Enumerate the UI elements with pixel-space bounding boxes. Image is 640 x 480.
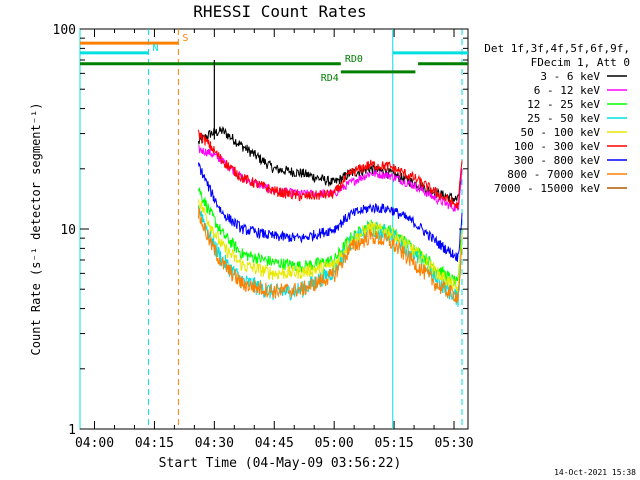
- x-tick-label: 04:45: [255, 436, 294, 451]
- series-line: [197, 205, 463, 308]
- flag-bar-label: N: [152, 43, 158, 54]
- footer-timestamp: 14-Oct-2021 15:38: [554, 468, 636, 477]
- legend-header: FDecim 1, Att 0: [531, 56, 630, 69]
- legend-label: 50 - 100 keV: [521, 126, 601, 139]
- y-tick-label: 100: [53, 23, 76, 38]
- x-tick-label: 04:00: [75, 436, 114, 451]
- annotation-layer: S N RD0 RD4: [79, 29, 468, 429]
- series-line: [197, 199, 463, 295]
- legend-label: 7000 - 15000 keV: [494, 182, 600, 195]
- series-layer: [197, 59, 463, 308]
- legend-label: 100 - 300 keV: [514, 140, 600, 153]
- legend-label: 6 - 12 keV: [534, 84, 601, 97]
- x-tick-label: 04:30: [195, 436, 234, 451]
- x-axis-label: Start Time (04-May-09 03:56:22): [159, 456, 402, 471]
- flag-bar-label: RD4: [321, 73, 339, 84]
- y-axis-label: Count Rate (s⁻¹ detector segment⁻¹): [29, 103, 43, 356]
- x-tick-label: 05:15: [375, 436, 414, 451]
- legend-label: 12 - 25 keV: [527, 98, 600, 111]
- legend: Det 1f,3f,4f,5f,6f,9f,FDecim 1, Att 03 -…: [484, 42, 630, 195]
- y-tick-label: 10: [60, 223, 76, 238]
- series-line: [197, 207, 463, 304]
- legend-label: 800 - 7000 keV: [507, 168, 600, 181]
- chart-title: RHESSI Count Rates: [193, 2, 366, 21]
- series-line: [197, 129, 463, 210]
- flag-bar-label: S: [182, 33, 188, 44]
- legend-header: Det 1f,3f,4f,5f,6f,9f,: [484, 42, 630, 55]
- axis-layer: 04:00 04:15 04:30 04:45 05:00 05:15 05:30 1 10 10…: [53, 23, 474, 451]
- y-tick-label: 1: [68, 423, 76, 438]
- series-line: [197, 162, 463, 262]
- legend-label: 300 - 800 keV: [514, 154, 600, 167]
- x-tick-label: 05:00: [315, 436, 354, 451]
- legend-label: 3 - 6 keV: [540, 70, 600, 83]
- x-tick-label: 05:30: [434, 436, 473, 451]
- x-tick-label: 04:15: [135, 436, 174, 451]
- legend-label: 25 - 50 keV: [527, 112, 600, 125]
- flag-bar-label: RD0: [345, 54, 363, 65]
- plot-frame: [79, 28, 469, 430]
